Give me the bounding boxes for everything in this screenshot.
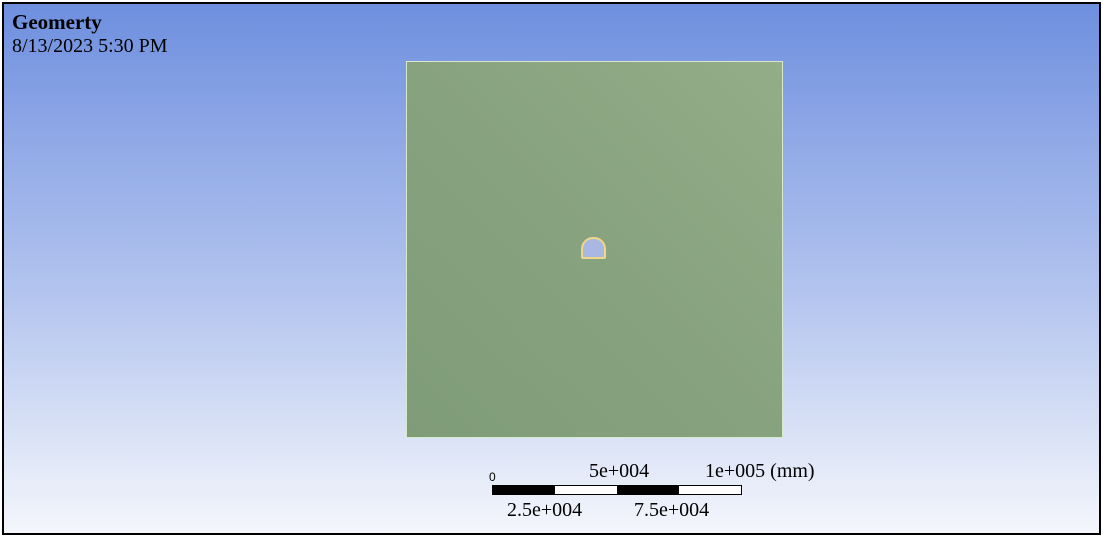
geometry-body[interactable] — [406, 61, 783, 438]
scale-label-100k: 1e+005 (mm) — [705, 460, 815, 482]
scale-label-zero: 0 — [489, 470, 496, 484]
tunnel-hole[interactable] — [581, 237, 606, 259]
scale-label-50k: 5e+004 — [589, 460, 650, 482]
scale-segment — [493, 486, 555, 494]
scale-label-25k: 2.5e+004 — [507, 499, 583, 521]
timestamp: 8/13/2023 5:30 PM — [12, 35, 168, 57]
scale-segment — [679, 486, 741, 494]
scale-segment — [617, 486, 679, 494]
scale-segment — [555, 486, 617, 494]
scale-label-75k: 7.5e+004 — [634, 499, 710, 521]
title-block: Geomerty 8/13/2023 5:30 PM — [12, 10, 168, 58]
page-title: Geomerty — [12, 10, 102, 34]
scale-bar — [492, 485, 742, 495]
